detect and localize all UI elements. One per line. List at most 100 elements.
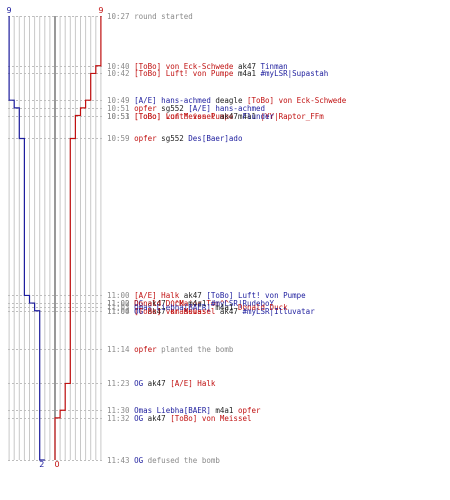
event-text-part: Flunder: [242, 111, 275, 121]
event-text-part: [A/E] hans-achmed: [134, 96, 211, 106]
event-entry: 10:59 opfer sg552 Des[Baer]ado: [107, 134, 242, 143]
event-time: 11:30: [107, 406, 130, 416]
event-text-part: [ToBo] Luft! von Pumpe: [134, 69, 234, 79]
event-time: 10:40: [107, 61, 130, 71]
event-time: 11:14: [107, 345, 130, 354]
event-text-part: [A/E] Halk: [170, 379, 216, 389]
event-text-part: ak47: [179, 291, 207, 301]
event-time: 11:00: [107, 291, 130, 301]
event-entry: 10:42 [ToBo] Luft! von Pumpe m4a1 #myLSR…: [107, 69, 328, 78]
event-time: 10:53: [107, 111, 130, 121]
event-guides: [8, 16, 104, 461]
left-end-count: 2: [39, 460, 44, 469]
event-time: 10:27: [107, 12, 130, 21]
event-time: 10:49: [107, 96, 130, 106]
event-time: 11:02: [107, 299, 130, 309]
event-text-part: sg552: [156, 103, 189, 113]
event-time: 11:00: [107, 299, 130, 309]
event-entry: 11:14 opfer planted the bomb: [107, 345, 233, 354]
event-time: 11:04: [107, 306, 130, 316]
event-text-part: ak47: [143, 299, 171, 309]
event-text-part: Donald Duck: [134, 299, 184, 309]
event-entry: 11:30 Omas Liebha[BAER] m4a1 opfer: [107, 406, 261, 415]
event-text-part: OG: [134, 307, 144, 317]
event-text-part: defused the bomb: [143, 456, 220, 465]
event-text-part: krasswas: [170, 307, 207, 317]
event-text-part: [A/E] hans-achmed: [188, 103, 266, 113]
event-text-part: Des[Baer]ado: [188, 134, 243, 144]
event-text-part: [ToBo] von Eck-Schwede: [246, 96, 347, 106]
event-text-part: |YY|Raptor_FFm: [260, 111, 324, 121]
event-time: 11:00: [107, 307, 130, 317]
event-text-part: [ToBo] Luft! von Pumpe: [134, 111, 234, 121]
event-text-part: ak47: [143, 413, 171, 423]
right-end-count: 0: [54, 460, 59, 469]
event-text-part: OG: [134, 379, 144, 389]
event-text-part: #myLSR|Illuvatar: [242, 306, 315, 316]
event-entry: 11:43 OG defused the bomb: [107, 456, 220, 465]
event-text-part: ak47: [233, 61, 261, 71]
event-text-part: Donald Duck: [237, 302, 288, 312]
event-text-part: [ToBo] von Meissel: [134, 111, 216, 121]
event-text-part: OG: [134, 299, 144, 309]
grid: [8, 16, 102, 460]
event-text-part: sg552: [156, 134, 189, 144]
event-text-part: ak47: [215, 111, 243, 121]
event-time: 11:32: [107, 413, 130, 423]
left-start-count: 9: [7, 6, 12, 15]
event-text-part: Omas Liebha[BAER]: [134, 406, 211, 416]
event-text-part: round started: [134, 12, 193, 21]
event-text-part: ^^Major Tom^^: [170, 299, 229, 309]
count-labels: 9 9 2 0: [7, 6, 104, 469]
event-text-part: Omas Liebha[BAER]: [134, 302, 211, 312]
event-entry: 11:03 Omas Liebha[BAER] m4a1 Donald Duck: [107, 303, 288, 312]
event-entry: 11:00 OG ak47 ^^Major Tom^^: [107, 299, 229, 308]
event-time: 10:42: [107, 69, 130, 79]
event-text-part: m4a1: [233, 69, 261, 79]
event-time: 11:43: [107, 456, 130, 465]
series-line-right: [54, 16, 102, 460]
event-text-part: deagle: [210, 96, 247, 106]
event-text-part: planted the bomb: [156, 345, 234, 354]
event-time: 10:51: [107, 103, 130, 113]
event-text-part: m4a1: [210, 406, 238, 416]
event-time: 10:51: [107, 111, 130, 121]
event-entry: 10:51 [ToBo] Luft! von Pumpe m4a1 |YY|Ra…: [107, 112, 324, 121]
event-text-part: ak47: [143, 307, 171, 317]
event-entry: 11:02 Donald Duck m4a1 #myLSR|RudeboY: [107, 299, 274, 308]
event-text-part: ak47: [215, 306, 243, 316]
event-text-part: m4a1: [233, 111, 261, 121]
event-text-part: [ToBo] von Eck-Schwede: [134, 61, 234, 71]
event-text-part: [ToBo] von Meissel: [170, 413, 252, 423]
event-entry: 10:53 [ToBo] von Meissel ak47 Flunder: [107, 112, 274, 121]
event-entry: 11:00 OG ak47 krasswas: [107, 307, 206, 316]
event-text-part: opfer: [134, 134, 157, 144]
event-time: 10:59: [107, 134, 130, 144]
event-text-part: m4a1: [210, 302, 238, 312]
event-entry: 11:04 [ToBo] von Meissel ak47 #myLSR|Ill…: [107, 307, 315, 316]
event-text-part: OG: [134, 413, 144, 423]
event-time: 11:23: [107, 379, 130, 389]
event-text-part: [ToBo] von Meissel: [134, 306, 216, 316]
event-entry: 11:32 OG ak47 [ToBo] von Meissel: [107, 414, 252, 423]
event-entry: 10:51 opfer sg552 [A/E] hans-achmed: [107, 104, 265, 113]
event-text-part: opfer: [237, 406, 261, 416]
event-text-part: #myLSR|Supastah: [260, 69, 329, 79]
right-start-count: 9: [98, 6, 103, 15]
event-text-part: [A/E] Halk: [134, 291, 180, 301]
event-text-part: ak47: [143, 379, 171, 389]
event-text-part: #myLSR|RudeboY: [210, 299, 275, 309]
event-text-part: [ToBo] Luft! von Pumpe: [206, 291, 306, 301]
event-text-part: OG: [134, 456, 144, 465]
event-text-part: m4a1: [183, 299, 211, 309]
event-entry: 11:00 [A/E] Halk ak47 [ToBo] Luft! von P…: [107, 291, 306, 300]
series-lines: [8, 16, 102, 461]
event-text-part: opfer: [134, 345, 157, 354]
event-entry: 10:49 [A/E] hans-achmed deagle [ToBo] vo…: [107, 96, 346, 105]
event-entry: 11:23 OG ak47 [A/E] Halk: [107, 379, 215, 388]
event-text-part: Tinman: [260, 61, 288, 71]
event-text-part: opfer: [134, 103, 157, 113]
event-time: 11:03: [107, 302, 130, 312]
series-line-left: [8, 16, 45, 461]
